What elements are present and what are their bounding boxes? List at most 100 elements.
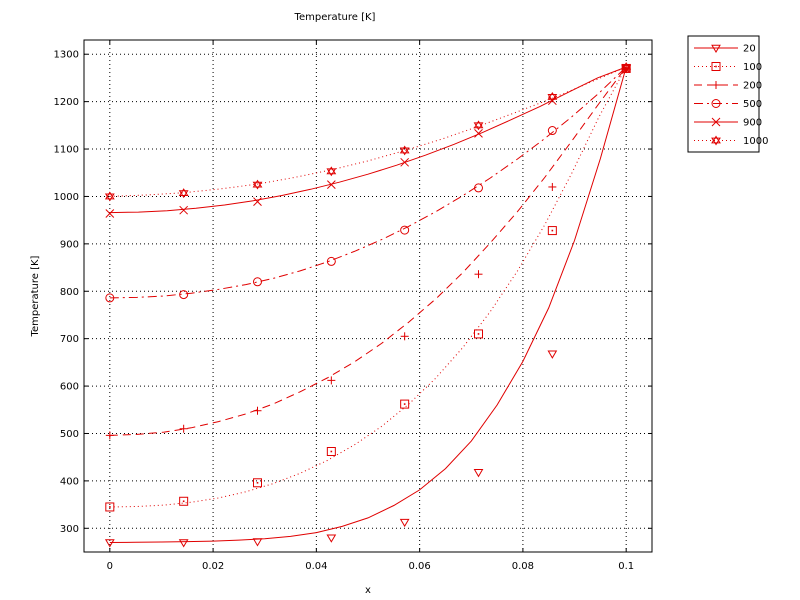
legend-marker — [711, 135, 721, 146]
data-point-200 — [400, 332, 409, 341]
data-point-100-dot — [330, 450, 333, 453]
data-point-1000-down — [399, 147, 410, 156]
data-point-500 — [252, 277, 262, 287]
data-point-20 — [252, 538, 263, 547]
x-tick-label: 0.08 — [512, 561, 534, 572]
data-point-200 — [105, 431, 114, 440]
data-point-100 — [474, 329, 484, 339]
legend-marker-down — [711, 137, 721, 146]
data-point-20 — [326, 534, 337, 543]
data-point-900 — [105, 209, 115, 218]
data-point-1000-up — [104, 191, 115, 200]
data-point-900 — [400, 157, 410, 167]
y-axis-label: Temperature [K] — [30, 255, 41, 337]
data-point-1000-up — [399, 145, 410, 154]
y-tick-label: 800 — [60, 287, 79, 298]
series-layer — [104, 62, 632, 548]
data-point-20 — [399, 518, 410, 528]
data-point-20 — [473, 469, 484, 478]
data-point-100-outer — [474, 329, 484, 339]
data-point-900 — [621, 64, 631, 73]
legend-label: 100 — [743, 62, 762, 73]
data-point-20 — [104, 539, 115, 548]
data-point-100-dot — [477, 333, 480, 335]
data-point-100 — [400, 399, 410, 409]
data-point-1000-down — [473, 122, 484, 131]
data-point-100-dot — [109, 506, 111, 508]
legend-box — [687, 35, 760, 153]
data-point-20 — [178, 539, 189, 548]
data-point-100-outer — [547, 226, 557, 236]
data-point-100 — [252, 478, 262, 488]
data-point-1000 — [252, 179, 263, 190]
y-tick-label: 1200 — [54, 97, 79, 108]
x-tick-label: 0.1 — [618, 561, 634, 572]
data-point-1000-up — [178, 188, 189, 197]
series-line-200 — [109, 66, 627, 436]
legend-marker-d2 — [711, 117, 721, 127]
legend-item-200: 200 — [694, 81, 762, 92]
data-point-100 — [179, 496, 189, 506]
data-point-1000 — [473, 120, 484, 131]
y-axis: 300 400 500 600 700 800 900 1000 1100 1200 1300 — [54, 50, 652, 535]
legend-marker — [711, 117, 721, 127]
legend-marker-dot — [715, 65, 717, 68]
data-point-500 — [400, 225, 410, 235]
data-point-20 — [547, 350, 558, 359]
y-tick-label: 1100 — [54, 145, 79, 156]
y-tick-label: 1300 — [54, 50, 79, 61]
y-tick-label: 600 — [60, 382, 79, 393]
legend-item-500: 500 — [694, 99, 762, 110]
series-100 — [105, 63, 631, 512]
y-tick-label: 700 — [60, 334, 79, 345]
x-axis-label: x — [365, 585, 371, 596]
data-point-100-outer — [252, 478, 262, 488]
data-point-1000-up — [473, 120, 484, 129]
legend: 20 100 200 500 900 1000 — [687, 35, 768, 153]
data-point-100-outer — [400, 399, 410, 409]
series-line-900 — [109, 66, 627, 214]
series-500 — [105, 63, 631, 303]
data-point-500 — [474, 183, 484, 193]
x-tick-label: 0.04 — [305, 561, 327, 572]
series-line-20 — [109, 66, 627, 543]
data-point-1000-down — [178, 190, 189, 199]
data-point-1000-down — [547, 93, 558, 102]
data-point-1000 — [621, 62, 632, 72]
legend-marker-up — [711, 135, 721, 144]
x-tick-label: 0 — [107, 561, 113, 572]
data-point-1000-down — [621, 64, 632, 72]
chart-title: Temperature [K] — [294, 12, 376, 23]
data-point-900 — [326, 180, 336, 189]
series-line-100 — [109, 66, 627, 508]
legend-item-1000: 1000 — [694, 135, 768, 147]
legend-label: 500 — [743, 99, 762, 110]
data-point-900-d2 — [326, 180, 336, 189]
data-point-1000 — [547, 91, 558, 102]
data-point-100-dot — [182, 500, 185, 503]
legend-item-20: 20 — [694, 44, 756, 55]
y-tick-label: 900 — [60, 239, 79, 250]
data-point-900-d2 — [253, 197, 262, 207]
y-tick-label: 400 — [60, 476, 79, 487]
data-point-100-dot — [256, 481, 259, 484]
data-point-900-d2 — [621, 64, 631, 73]
data-point-1000-up — [326, 166, 337, 175]
data-point-900-d2 — [400, 157, 410, 167]
data-point-900 — [253, 197, 262, 207]
data-point-200 — [179, 424, 188, 433]
data-point-100-outer — [105, 502, 115, 512]
series-1000 — [104, 62, 632, 202]
data-point-1000 — [178, 188, 189, 199]
legend-label: 900 — [743, 118, 762, 129]
data-point-200 — [327, 376, 336, 385]
data-point-200 — [253, 406, 262, 415]
x-axis: 0 0.02 0.04 0.06 0.08 0.1 — [107, 40, 634, 572]
data-point-1000 — [104, 191, 115, 202]
y-tick-label: 300 — [60, 524, 79, 535]
data-point-100-outer — [326, 446, 336, 456]
data-point-500 — [326, 256, 336, 266]
data-point-900 — [474, 129, 483, 138]
data-point-1000-up — [252, 179, 263, 188]
